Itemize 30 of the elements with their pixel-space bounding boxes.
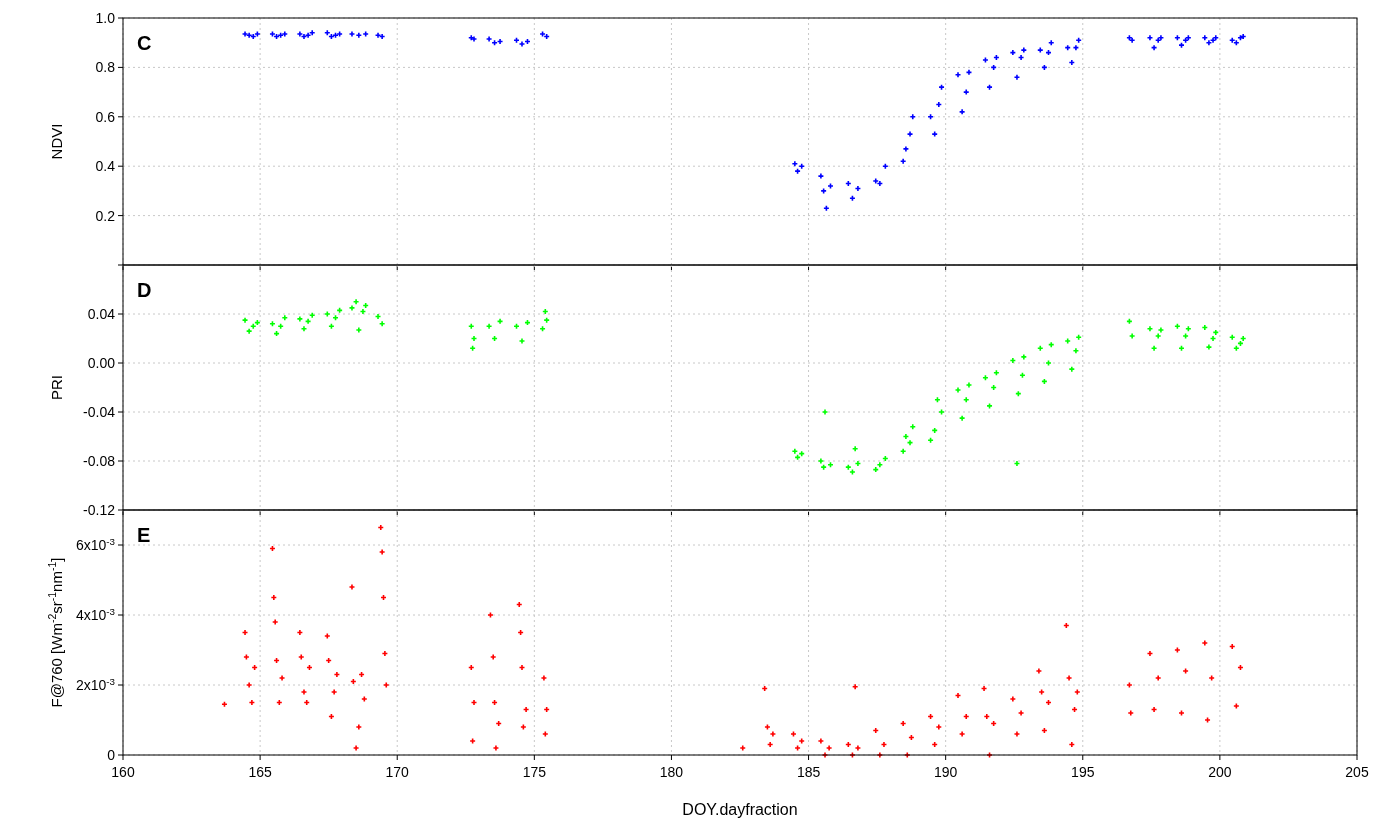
y-axis-title: PRI xyxy=(48,374,65,401)
y-tick-label: 0.2 xyxy=(95,207,116,224)
y-tick-label: 4x10$^{-3}$ xyxy=(75,605,116,623)
y-tick-label: 0.04 xyxy=(87,305,116,322)
y-tick-label: 0.6 xyxy=(95,108,116,125)
y-tick-label: 0.8 xyxy=(95,59,116,76)
annotation: E xyxy=(137,524,151,546)
y-tick-label: -0.08 xyxy=(83,452,116,469)
y-tick-label: 6x10$^{-3}$ xyxy=(75,535,116,553)
y-tick-label: 0 xyxy=(107,746,116,763)
x-tick-label: 205 xyxy=(1345,764,1369,780)
x-tick-label: 170 xyxy=(385,764,410,780)
y-axis-title: NDVI xyxy=(48,123,65,160)
annotation: D xyxy=(137,279,152,301)
x-axis-title: DOY.dayfraction xyxy=(682,801,798,818)
y-tick-label: 0.00 xyxy=(87,354,116,371)
x-tick-label: 160 xyxy=(111,764,135,780)
x-tick-label: 190 xyxy=(933,764,958,780)
y-tick-label: -0.04 xyxy=(83,403,116,420)
x-tick-label: 175 xyxy=(522,764,547,780)
x-tick-label: 165 xyxy=(248,764,272,780)
y-tick-label: -0.12 xyxy=(83,501,116,518)
x-tick-label: 200 xyxy=(1208,764,1232,780)
y-tick-label: 2x10$^{-3}$ xyxy=(75,675,116,693)
y-tick-label: 0.4 xyxy=(95,158,116,175)
x-tick-label: 195 xyxy=(1071,764,1095,780)
x-tick-label: 185 xyxy=(796,764,821,780)
y-tick-label: 1.0 xyxy=(95,9,116,26)
annotation: C xyxy=(137,32,152,54)
x-tick-label: 180 xyxy=(659,764,684,780)
